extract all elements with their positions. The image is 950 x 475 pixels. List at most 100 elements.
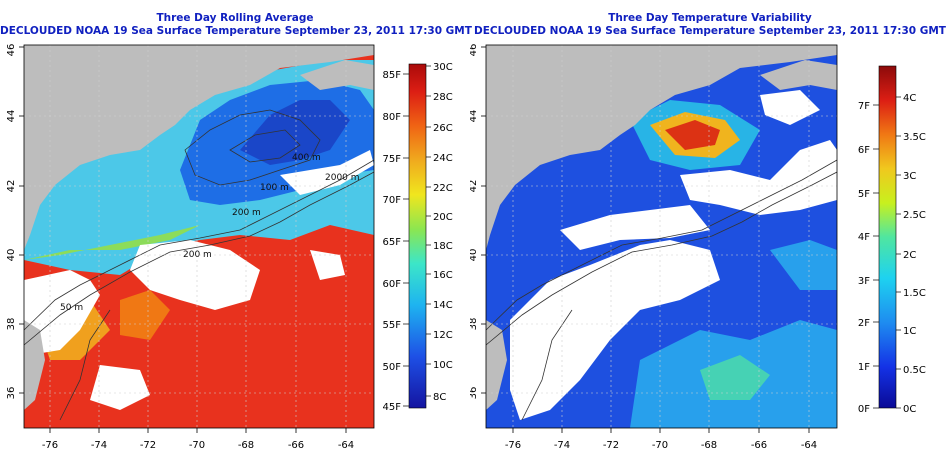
colorbar-fahrenheit-labels: 85F 80F 75F 70F 65F 60F 55F 50F 45F <box>383 70 402 413</box>
cloud-gap <box>24 270 100 355</box>
right-map-layers <box>486 45 837 428</box>
colorbar-label: 0C <box>903 404 916 415</box>
right-y-axis: 36 38 40 42 44 46 <box>470 44 479 400</box>
y-tick-label: 36 <box>470 387 479 400</box>
y-tick-label: 46 <box>470 44 479 57</box>
x-tick-label: -68 <box>701 440 717 451</box>
colorbar-label: 3F <box>858 276 870 287</box>
contour-label: 400 m <box>292 153 321 163</box>
left-map-subtitle: DECLOUDED NOAA 19 Sea Surface Temperatur… <box>0 25 472 37</box>
variability-high-band <box>770 240 837 290</box>
colorbar-label: 60F <box>383 279 402 290</box>
x-tick-label: -74 <box>554 440 570 451</box>
cloud-gap <box>560 205 710 250</box>
left-map-svg: 400 m 2000 m 100 m 200 m 200 m 50 m -76 … <box>6 44 453 451</box>
lat-lon-grid <box>486 45 837 428</box>
colorbar-label: 80F <box>383 112 402 123</box>
land <box>760 60 837 90</box>
colorbar-label: 85F <box>383 70 402 81</box>
land <box>486 320 507 410</box>
colorbar-label: 0F <box>858 404 870 415</box>
x-tick-label: -64 <box>801 440 817 451</box>
y-tick-label: 36 <box>6 387 17 400</box>
colorbar-fahrenheit-labels: 7F 6F 5F 4F 3F 2F 1F 0F <box>858 101 870 415</box>
land <box>24 45 374 250</box>
y-tick-label: 38 <box>470 318 479 331</box>
variability-high-band <box>700 355 770 400</box>
cloud-gap <box>280 150 374 195</box>
y-tick-label: 46 <box>6 44 17 57</box>
colorbar-label: 4F <box>858 232 870 243</box>
y-tick-label: 40 <box>470 249 479 262</box>
x-tick-label: -74 <box>91 440 107 451</box>
colorbar-label: 14C <box>433 300 453 311</box>
cloud-gap <box>310 250 345 280</box>
colorbar-label: 5F <box>858 189 870 200</box>
temperature-colorbar <box>408 63 427 409</box>
x-tick-label: -72 <box>140 440 156 451</box>
contour-label: 100 m <box>260 183 289 193</box>
right-map-title: Three Day Temperature Variability <box>608 12 812 24</box>
colorbar-label: 2F <box>858 318 870 329</box>
cloud-gap <box>90 365 150 410</box>
contour-label: 200 m <box>183 250 212 260</box>
right-map-frame <box>485 44 838 429</box>
colorbar-label: 55F <box>383 320 402 331</box>
x-tick-label: -66 <box>288 440 304 451</box>
colorbar-label: 6F <box>858 145 870 156</box>
x-tick-label: -76 <box>42 440 58 451</box>
colorbar-label: 3C <box>903 171 916 182</box>
contour-label: 200 m <box>232 208 261 218</box>
contour-label: 2000 m <box>325 173 360 183</box>
cold-core-water <box>240 100 350 165</box>
colorbar-label: 22C <box>433 183 453 194</box>
mid-shelf-water <box>24 225 200 260</box>
x-tick-label: -76 <box>505 440 521 451</box>
left-map-title: Three Day Rolling Average <box>156 12 314 24</box>
colorbar-label: 16C <box>433 270 453 281</box>
land <box>486 45 837 250</box>
colorbar-label: 12C <box>433 330 453 341</box>
colorbar-label: 26C <box>433 123 453 134</box>
contour-label: 50 m <box>60 303 83 313</box>
colorbar-label: 0.5C <box>903 365 926 376</box>
colorbar-label: 75F <box>383 154 402 165</box>
colorbar-label: 28C <box>433 92 453 103</box>
colorbar-label: 1C <box>903 326 916 337</box>
x-tick-label: -70 <box>652 440 668 451</box>
colorbar-label: 10C <box>433 360 453 371</box>
colorbar-label: 50F <box>383 362 402 373</box>
colorbar-label: 20C <box>433 212 453 223</box>
colorbar-label: 4C <box>903 93 916 104</box>
x-tick-label: -66 <box>751 440 767 451</box>
bathymetry-contours <box>24 109 374 421</box>
variability-peak <box>665 120 720 150</box>
right-map-subtitle: DECLOUDED NOAA 19 Sea Surface Temperatur… <box>474 25 946 37</box>
colorbar-label: 24C <box>433 153 453 164</box>
colorbar-label: 7F <box>858 101 870 112</box>
colorbar-label: 70F <box>383 195 402 206</box>
cloud-gap <box>680 140 837 215</box>
left-x-axis: -76 -74 -72 -70 -68 -66 -64 <box>42 440 354 451</box>
variability-colorbar <box>878 65 897 409</box>
right-map-svg: -76 -74 -72 -70 -68 -66 -64 36 38 40 42 … <box>470 44 926 451</box>
colorbar-label: 18C <box>433 241 453 252</box>
colorbar-label: 45F <box>383 402 402 413</box>
left-y-axis: 36 38 40 42 44 46 <box>6 44 17 400</box>
colorbar-label: 30C <box>433 62 453 73</box>
y-tick-label: 44 <box>6 110 17 123</box>
y-tick-label: 40 <box>6 249 17 262</box>
colorbar-label: 65F <box>383 237 402 248</box>
colorbar-label: 3.5C <box>903 132 926 143</box>
left-map-layers: 400 m 2000 m 100 m 200 m 200 m 50 m <box>24 45 374 428</box>
land <box>300 60 374 90</box>
colorbar-label: 1F <box>858 362 870 373</box>
left-map-frame <box>23 44 375 429</box>
colorbar-label: 8C <box>433 392 446 403</box>
cloud-gap <box>760 90 820 125</box>
right-x-axis: -76 -74 -72 -70 -68 -66 -64 <box>505 440 817 451</box>
y-tick-label: 44 <box>470 110 479 123</box>
land <box>24 320 45 410</box>
cloud-gap <box>510 240 720 420</box>
colorbar-celsius-labels: 30C 28C 26C 24C 22C 20C 18C 16C 14C 12C … <box>433 62 453 403</box>
